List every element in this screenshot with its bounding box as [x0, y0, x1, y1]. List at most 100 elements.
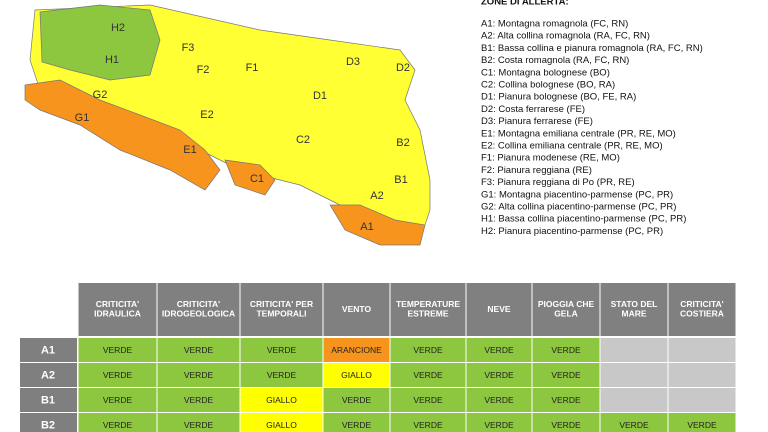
- alert-cell: [600, 388, 668, 412]
- zone-label: G2: [93, 89, 108, 101]
- alert-cell: [668, 338, 736, 362]
- header-label: STATO DEL MARE: [611, 299, 658, 319]
- alert-cell: [600, 338, 668, 362]
- alert-cell: [390, 413, 466, 432]
- alert-cell: [532, 388, 600, 412]
- header-label: PIOGGIA CHE GELA: [538, 299, 595, 319]
- alert-level: VERDE: [413, 395, 443, 405]
- header-label: CRITICITA' IDRAULICA: [94, 299, 141, 319]
- alert-cell: [78, 363, 157, 387]
- row-label: A1: [41, 344, 55, 356]
- header-label: CRITICITA' COSTIERA: [680, 299, 724, 319]
- header-label: CRITICITA' IDROGEOLOGICA: [162, 299, 235, 319]
- legend-entry: A1: Montagna romagnola (FC, RN): [481, 19, 628, 30]
- legend-entry: F3: Pianura reggiana di Po (PR, RE): [481, 177, 635, 188]
- header-cell: [240, 283, 323, 336]
- alert-level: VERDE: [184, 395, 214, 405]
- alert-cell: [323, 363, 390, 387]
- legend-entry: G2: Alta collina piacentino-parmense (PC…: [481, 202, 676, 213]
- alert-cell: [78, 413, 157, 432]
- alert-cell: [466, 388, 532, 412]
- header-label: TEMPERATURE ESTREME: [396, 299, 460, 319]
- alert-level: GIALLO: [266, 420, 297, 430]
- alert-cell: [532, 413, 600, 432]
- legend-entry: H2: Pianura piacentino-parmense (PC, PR): [481, 226, 663, 237]
- alert-level: VERDE: [267, 345, 297, 355]
- alert-cell: [157, 413, 240, 432]
- alert-level: VERDE: [551, 370, 581, 380]
- alert-cell: [78, 338, 157, 362]
- header-cell: [157, 283, 240, 336]
- alert-cell: [390, 388, 466, 412]
- alert-cell: [323, 388, 390, 412]
- region-orange: [329, 204, 426, 246]
- alert-level: VERDE: [484, 395, 514, 405]
- legend-entry: H1: Bassa collina piacentino-parmense (P…: [481, 214, 686, 225]
- region-green: [39, 4, 161, 81]
- legend-entry: B1: Bassa collina e pianura romagnola (R…: [481, 43, 703, 54]
- header-label: CRITICITA' PER TEMPORALI: [250, 299, 313, 319]
- legend-entry: C2: Collina bolognese (BO, RA): [481, 80, 615, 91]
- legend-entry: D2: Costa ferrarese (FE): [481, 104, 585, 115]
- header-cell: [532, 283, 600, 336]
- alert-cell: [532, 363, 600, 387]
- zone-label: E2: [200, 109, 213, 121]
- map: [24, 4, 431, 246]
- legend-entry: B2: Costa romagnola (RA, FC, RN): [481, 55, 629, 66]
- header-cell: [466, 283, 532, 336]
- alert-level: VERDE: [551, 420, 581, 430]
- zone-label: A1: [360, 221, 373, 233]
- alert-level: VERDE: [484, 420, 514, 430]
- alert-level: VERDE: [551, 345, 581, 355]
- zone-label: A2: [370, 190, 383, 202]
- alert-cell: [157, 388, 240, 412]
- alert-level: VERDE: [267, 370, 297, 380]
- alert-level: VERDE: [342, 420, 372, 430]
- alert-cell: [157, 338, 240, 362]
- row-label: B2: [41, 419, 55, 431]
- legend-entry: F2: Pianura reggiana (RE): [481, 165, 592, 176]
- legend-entry: D1: Pianura bolognese (BO, FE, RA): [481, 92, 636, 103]
- header-cell: [323, 283, 390, 336]
- alert-level: ARANCIONE: [331, 345, 382, 355]
- header-cell: [78, 283, 157, 336]
- header-cell: [668, 283, 736, 336]
- alert-cell: [668, 413, 736, 432]
- region-orange: [224, 159, 276, 196]
- alert-level: VERDE: [484, 370, 514, 380]
- alert-cell: [600, 363, 668, 387]
- alert-cell: [600, 413, 668, 432]
- alert-level: GIALLO: [341, 370, 372, 380]
- alert-cell: [668, 388, 736, 412]
- alert-level: GIALLO: [266, 395, 297, 405]
- alert-cell: [390, 338, 466, 362]
- alert-cell: [466, 363, 532, 387]
- alert-cell: [532, 338, 600, 362]
- alert-level: VERDE: [413, 420, 443, 430]
- header-cell: [390, 283, 466, 336]
- zone-label: D2: [396, 62, 410, 74]
- alert-level: VERDE: [103, 420, 133, 430]
- legend-title: ZONE DI ALLERTA:: [481, 0, 569, 8]
- legend-entry: A2: Alta collina romagnola (RA, FC, RN): [481, 31, 650, 42]
- row-header: [20, 338, 77, 362]
- alert-cell: [323, 338, 390, 362]
- alert-level: VERDE: [484, 345, 514, 355]
- zone-label: C2: [296, 134, 310, 146]
- alert-level: VERDE: [184, 420, 214, 430]
- header-label: NEVE: [487, 304, 510, 314]
- row-label: B1: [41, 394, 55, 406]
- legend-entry: C1: Montagna bolognese (BO): [481, 67, 610, 78]
- zone-label: H1: [105, 54, 119, 66]
- legend-entry: E1: Montagna emiliana centrale (PR, RE, …: [481, 128, 676, 139]
- alert-level: VERDE: [103, 395, 133, 405]
- zone-label: F1: [246, 62, 259, 74]
- alert-cell: [240, 363, 323, 387]
- alert-level: VERDE: [619, 420, 649, 430]
- alert-cell: [78, 388, 157, 412]
- alert-level: VERDE: [687, 420, 717, 430]
- row-header: [20, 363, 77, 387]
- alert-level: VERDE: [103, 370, 133, 380]
